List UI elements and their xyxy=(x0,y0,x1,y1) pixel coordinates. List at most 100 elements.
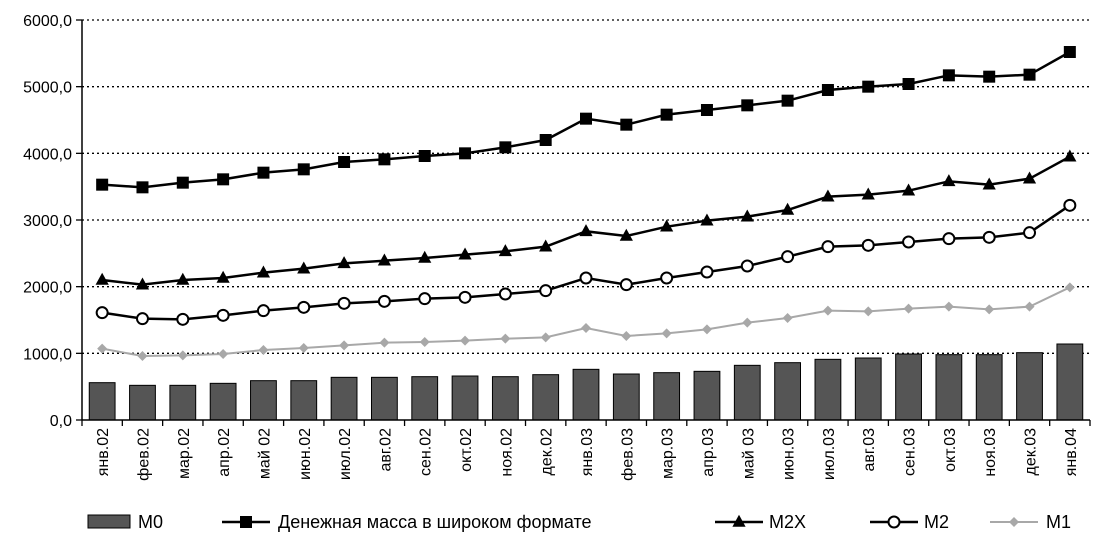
x-tick-label: мар.03 xyxy=(660,428,677,479)
data-point-diamond xyxy=(943,301,954,312)
x-tick-label: апр.02 xyxy=(216,428,233,477)
data-point-circle xyxy=(821,240,835,254)
data-point-square xyxy=(821,84,834,96)
m0-bar xyxy=(854,357,882,421)
m0-bar xyxy=(612,373,640,421)
data-point-diamond xyxy=(177,350,188,361)
data-point-square xyxy=(862,80,875,93)
m0-bar xyxy=(975,354,1003,421)
legend-label: M1 xyxy=(1046,512,1071,532)
data-point-square xyxy=(580,112,592,125)
data-point-triangle xyxy=(901,183,916,196)
data-point-square xyxy=(338,156,351,168)
data-point-circle xyxy=(982,230,996,244)
m0-bar xyxy=(330,376,358,421)
data-point-triangle xyxy=(1022,171,1037,184)
x-tick-label: май 03 xyxy=(740,428,757,479)
m0-bar xyxy=(451,375,479,421)
x-tick-label: фев.02 xyxy=(135,428,152,481)
x-tick-label: апр.03 xyxy=(700,428,717,477)
data-point-circle xyxy=(902,235,916,249)
data-point-triangle xyxy=(256,265,271,278)
x-tick-label: июн.03 xyxy=(781,428,798,480)
m0-bars xyxy=(88,343,1084,421)
legend-label: M2 xyxy=(924,512,949,532)
data-point-circle xyxy=(95,306,109,320)
data-point-triangle xyxy=(942,174,956,187)
x-tick-label: июл.02 xyxy=(337,428,354,480)
data-point-triangle xyxy=(216,270,230,283)
m0-bar xyxy=(774,362,802,421)
y-tick-label: 1000,0 xyxy=(23,346,72,363)
m0-bar xyxy=(491,376,519,421)
y-tick-label: 5000,0 xyxy=(23,80,72,97)
data-point-circle xyxy=(176,312,190,326)
legend: M0 Денежная масса в широком формате M2X M2 M… xyxy=(87,512,1071,532)
data-point-diamond xyxy=(782,313,793,323)
data-point-diamond xyxy=(742,317,753,328)
data-point-square xyxy=(96,178,109,191)
m0-bar xyxy=(169,384,197,421)
data-point-diamond xyxy=(339,340,350,351)
data-point-triangle xyxy=(861,187,875,200)
data-point-triangle xyxy=(732,514,746,527)
data-point-triangle xyxy=(135,277,150,290)
legend-item: M2 xyxy=(870,512,949,532)
data-point-diamond xyxy=(1064,282,1075,293)
legend-label: Денежная масса в широком формате xyxy=(278,512,592,532)
data-point-triangle xyxy=(377,253,391,266)
data-point-circle xyxy=(887,515,901,529)
x-tick-label: дек.02 xyxy=(539,428,556,476)
m0-bar xyxy=(733,364,761,421)
data-point-diamond xyxy=(460,335,471,346)
data-point-triangle xyxy=(781,202,795,215)
data-point-diamond xyxy=(258,345,269,355)
data-point-triangle xyxy=(176,272,190,285)
x-tick-label: янв.03 xyxy=(579,428,596,476)
data-point-square xyxy=(240,516,252,528)
data-point-triangle xyxy=(579,224,593,237)
x-tick-label: июн.02 xyxy=(297,428,314,480)
data-point-circle xyxy=(781,250,795,264)
legend-item: Денежная масса в широком формате xyxy=(222,512,592,532)
y-axis-ticks: 0,0 1000,0 2000,0 3000,0 4000,0 5000,0 6000,0 xyxy=(23,13,82,430)
m0-bar xyxy=(572,368,600,421)
data-point-diamond xyxy=(298,343,309,353)
data-point-circle xyxy=(1023,226,1037,240)
data-point-diamond xyxy=(661,328,672,339)
data-point-diamond xyxy=(581,323,591,333)
data-point-circle xyxy=(700,265,714,279)
data-point-diamond xyxy=(863,306,874,317)
data-point-square xyxy=(1063,46,1076,58)
data-point-circle xyxy=(861,238,875,252)
data-point-diamond xyxy=(218,349,229,359)
m0-bar xyxy=(895,353,922,421)
data-point-circle xyxy=(539,284,553,298)
data-point-square xyxy=(257,166,270,179)
m0-bar xyxy=(250,380,277,421)
m0-bar xyxy=(209,382,237,421)
data-point-square xyxy=(297,163,310,176)
data-point-diamond xyxy=(137,351,148,361)
legend-label: M2X xyxy=(769,512,806,532)
data-point-triangle xyxy=(95,272,109,285)
data-point-diamond xyxy=(1009,517,1019,527)
data-point-circle xyxy=(297,300,311,314)
axes xyxy=(81,20,1090,421)
x-tick-label: авг.03 xyxy=(861,428,878,472)
legend-item: M0 xyxy=(87,512,163,532)
data-point-circle xyxy=(216,308,230,322)
data-point-circle xyxy=(1063,198,1077,212)
data-point-triangle xyxy=(539,239,553,252)
data-point-circle xyxy=(660,271,674,285)
data-point-circle xyxy=(458,290,472,304)
m0-bar xyxy=(1016,352,1043,421)
data-point-square xyxy=(418,150,431,162)
x-tick-label: ноя.02 xyxy=(498,428,515,477)
legend-label: M0 xyxy=(138,512,163,532)
x-axis-ticks: янв.02 фев.02 мар.02 апр.02 май 02 июн.02 июл.… xyxy=(81,420,1091,481)
data-point-triangle xyxy=(821,189,835,202)
m0-bar xyxy=(532,374,560,421)
m0-bar xyxy=(814,358,842,421)
data-point-diamond xyxy=(97,343,108,354)
